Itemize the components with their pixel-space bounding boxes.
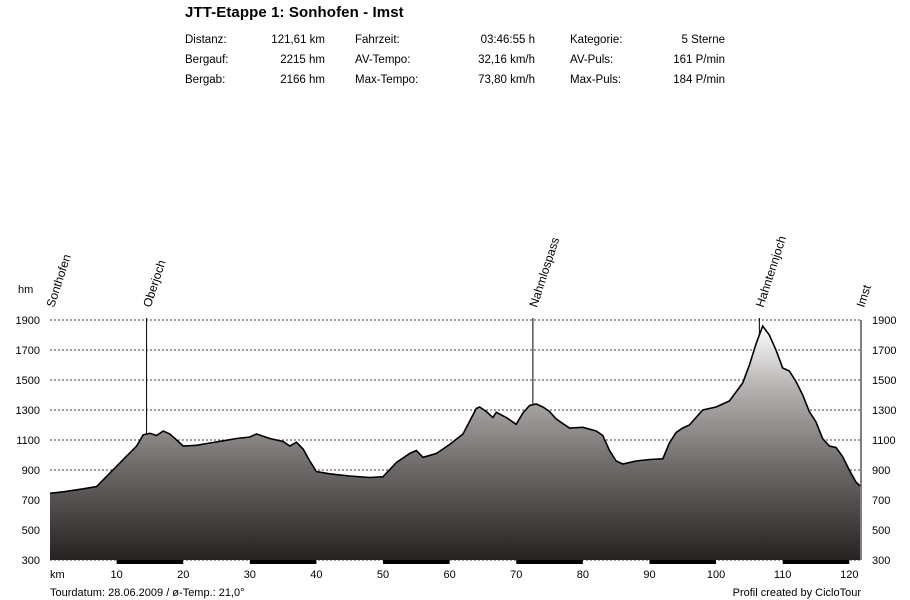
x-tick-label: 20 bbox=[177, 569, 189, 581]
stat-value: 32,16 km/h bbox=[478, 54, 535, 66]
x-tick-label: 120 bbox=[840, 569, 858, 581]
y-tick-label-right: 700 bbox=[872, 495, 890, 507]
x-tick-label: 60 bbox=[444, 569, 456, 581]
waypoint-label: Nahmlospass bbox=[526, 235, 562, 308]
x-tick-label: 70 bbox=[510, 569, 522, 581]
stats-col-2: Fahrzeit: AV-Tempo: Max-Tempo: bbox=[355, 30, 418, 90]
stat-label: AV-Puls: bbox=[570, 54, 614, 66]
stats-col-3: Kategorie: AV-Puls: Max-Puls: bbox=[570, 30, 622, 90]
stat-label: Kategorie: bbox=[570, 34, 623, 46]
stat-value: 2215 hm bbox=[280, 54, 325, 66]
stat-value: 184 P/min bbox=[673, 74, 725, 86]
waypoint-label: Sonthofen bbox=[44, 253, 74, 309]
x-axis: 10 20 30 40 50 60 70 80 90 100 110 120 bbox=[110, 560, 858, 581]
stats-col-1: Distanz: Bergauf: Bergab: bbox=[185, 30, 228, 90]
y-tick-label-right: 1700 bbox=[872, 345, 896, 357]
y-tick-label-left: 1100 bbox=[16, 435, 40, 447]
x-axis-label: km bbox=[50, 569, 65, 581]
waypoint-label: Oberjoch bbox=[140, 258, 168, 309]
chart-title: JTT-Etappe 1: Sonhofen - Imst bbox=[185, 4, 404, 21]
stat-label: Bergab: bbox=[185, 74, 226, 86]
x-tick-label: 80 bbox=[577, 569, 589, 581]
stats-col-3-values: 5 Sterne 161 P/min 184 P/min bbox=[640, 30, 725, 90]
x-scale-segment bbox=[249, 560, 317, 564]
y-axis-left: 300 500 700 900 1100 1300 1500 1700 1900 bbox=[16, 315, 40, 567]
stat-value: 73,80 km/h bbox=[478, 74, 535, 86]
y-tick-label-right: 1300 bbox=[872, 405, 896, 417]
y-tick-label-right: 1500 bbox=[872, 375, 896, 387]
stat-value: 121,61 km bbox=[271, 34, 325, 46]
tour-info: Tourdatum: 28.06.2009 / ø-Temp.: 21,0° bbox=[50, 587, 245, 599]
y-axis-label: hm bbox=[18, 284, 33, 296]
x-scale-segment bbox=[649, 560, 717, 564]
y-tick-label-left: 1300 bbox=[16, 405, 40, 417]
stat-value: 03:46:55 h bbox=[480, 34, 535, 46]
y-tick-label-right: 900 bbox=[872, 465, 890, 477]
y-axis-right: 300 500 700 900 1100 1300 1500 1700 1900 bbox=[860, 315, 896, 567]
waypoint-label: Hahntennjoch bbox=[753, 234, 789, 309]
elevation-line bbox=[49, 324, 861, 495]
x-tick-label: 40 bbox=[310, 569, 322, 581]
credit-text: Profil created by CicloTour bbox=[732, 587, 861, 599]
y-tick-label-left: 900 bbox=[22, 465, 40, 477]
x-scale-segment bbox=[116, 560, 184, 564]
stat-value: 5 Sterne bbox=[681, 34, 725, 46]
y-tick-label-left: 1900 bbox=[16, 315, 40, 327]
y-tick-label-right: 300 bbox=[872, 555, 890, 567]
y-tick-label-right: 1100 bbox=[872, 435, 896, 447]
stats-col-1-values: 121,61 km 2215 hm 2166 hm bbox=[245, 30, 325, 90]
stat-value: 2166 hm bbox=[280, 74, 325, 86]
x-tick-label: 110 bbox=[774, 569, 792, 581]
y-tick-label-right: 500 bbox=[872, 525, 890, 537]
waypoint-label: Imst bbox=[854, 282, 875, 309]
y-tick-label-right: 1900 bbox=[872, 315, 896, 327]
stat-label: Fahrzeit: bbox=[355, 34, 400, 46]
x-scale-segment bbox=[782, 560, 850, 564]
x-tick-label: 90 bbox=[643, 569, 655, 581]
y-tick-label-left: 1500 bbox=[16, 375, 40, 387]
stat-label: AV-Tempo: bbox=[355, 54, 411, 66]
x-tick-label: 30 bbox=[244, 569, 256, 581]
x-scale-segment bbox=[516, 560, 583, 564]
x-tick-label: 50 bbox=[377, 569, 389, 581]
elevation-area bbox=[50, 326, 860, 560]
stats-col-2-values: 03:46:55 h 32,16 km/h 73,80 km/h bbox=[440, 30, 535, 90]
stat-value: 161 P/min bbox=[673, 54, 725, 66]
stat-label: Max-Puls: bbox=[570, 74, 622, 86]
y-tick-label-left: 1700 bbox=[16, 345, 40, 357]
x-tick-label: 100 bbox=[707, 569, 725, 581]
x-scale-segment bbox=[383, 560, 450, 564]
y-tick-label-left: 300 bbox=[22, 555, 40, 567]
x-tick-label: 10 bbox=[110, 569, 122, 581]
stat-label: Bergauf: bbox=[185, 54, 229, 66]
stat-label: Distanz: bbox=[185, 34, 227, 46]
y-tick-label-left: 500 bbox=[22, 525, 40, 537]
stat-label: Max-Tempo: bbox=[355, 74, 419, 86]
y-tick-label-left: 700 bbox=[22, 495, 40, 507]
